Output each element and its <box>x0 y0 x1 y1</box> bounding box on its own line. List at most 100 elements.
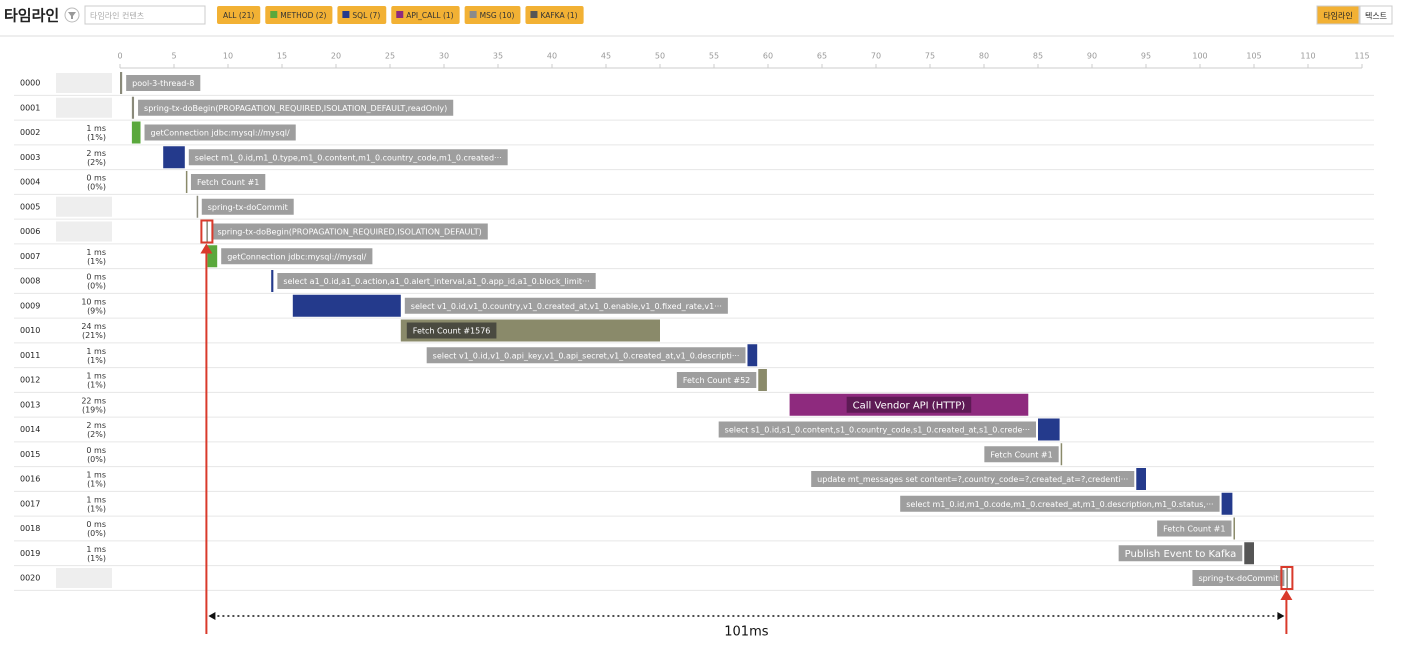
duration: 1 ms <box>86 545 106 554</box>
row-id: 0003 <box>20 153 40 162</box>
span-label-box <box>1118 545 1243 562</box>
filter-chip[interactable] <box>265 6 333 24</box>
row-id: 0018 <box>20 524 40 533</box>
duration: 24 ms <box>81 322 106 331</box>
filter-label: METHOD (2) <box>280 11 326 20</box>
span-bar[interactable] <box>1286 567 1288 589</box>
duration: 0 ms <box>86 446 106 455</box>
x-tick-label: 90 <box>1087 52 1097 61</box>
row-id: 0000 <box>20 79 40 88</box>
span-bar[interactable] <box>1060 443 1063 466</box>
duration-percent: (1%) <box>87 133 106 142</box>
arrow-head <box>1280 590 1293 600</box>
view-tab[interactable] <box>1316 5 1360 25</box>
span-label-box <box>676 372 757 388</box>
filter-chip[interactable] <box>525 6 584 24</box>
row-id: 0005 <box>20 202 40 211</box>
duration-cell <box>56 73 112 93</box>
row-id: 0001 <box>20 103 40 112</box>
span-bar[interactable] <box>196 195 199 218</box>
filter-chip[interactable] <box>391 6 460 24</box>
duration-percent: (2%) <box>87 158 106 167</box>
span-bar[interactable] <box>758 369 767 391</box>
span-label: select m1_0.id,m1_0.code,m1_0.created_at… <box>906 500 1213 509</box>
span-bar[interactable] <box>271 270 274 292</box>
duration: 2 ms <box>86 421 106 430</box>
span-label: select s1_0.id,s1_0.content,s1_0.country… <box>725 426 1030 435</box>
measure-head-left <box>208 612 216 620</box>
x-tick-label: 15 <box>277 52 287 61</box>
row-id: 0006 <box>20 227 40 236</box>
search-input[interactable] <box>84 5 206 25</box>
span-bar[interactable] <box>1244 542 1254 565</box>
duration-percent: (1%) <box>87 554 106 563</box>
duration-cell <box>56 196 112 217</box>
x-tick-label: 100 <box>1192 52 1207 61</box>
span-label: Fetch Count #1 <box>197 178 259 187</box>
duration: 0 ms <box>86 520 106 529</box>
duration-percent: (1%) <box>87 381 106 390</box>
span-bar[interactable] <box>207 245 218 268</box>
span-bar[interactable] <box>120 72 123 94</box>
duration-percent: (2%) <box>87 430 106 439</box>
row-id: 0010 <box>20 326 40 335</box>
highlight-box <box>1280 566 1294 590</box>
x-tick-label: 5 <box>171 52 176 61</box>
duration-cell <box>56 568 112 588</box>
span-bar[interactable] <box>131 96 135 119</box>
row-id: 0009 <box>20 301 40 310</box>
title: 타임라인 <box>4 7 59 25</box>
row-id: 0002 <box>20 128 40 137</box>
span-label: select v1_0.id,v1_0.country,v1_0.created… <box>411 302 722 311</box>
span-label-box <box>846 396 972 413</box>
x-tick-label: 110 <box>1300 52 1315 61</box>
span-bar[interactable] <box>163 146 185 169</box>
row-id: 0016 <box>20 475 40 484</box>
x-tick-label: 0 <box>117 52 122 61</box>
duration-cell <box>56 122 112 143</box>
span-bar[interactable] <box>185 171 188 193</box>
duration-percent: (21%) <box>82 331 106 340</box>
row-id: 0015 <box>20 450 40 459</box>
span-bar[interactable] <box>1038 418 1060 441</box>
span-bar[interactable] <box>131 121 141 144</box>
duration-cell <box>56 97 112 118</box>
filter-label: API_CALL (1) <box>406 11 453 20</box>
x-tick-label: 105 <box>1246 52 1261 61</box>
span-bar[interactable] <box>1136 468 1146 490</box>
span-bar[interactable] <box>206 220 208 243</box>
span-label: spring-tx-doBegin(PROPAGATION_REQUIRED,I… <box>144 104 447 113</box>
duration-percent: (1%) <box>87 356 106 365</box>
row-id: 0019 <box>20 549 40 558</box>
x-tick-label: 40 <box>547 52 557 61</box>
duration-cell <box>56 444 112 465</box>
span-bar[interactable] <box>747 344 758 367</box>
filter-swatch <box>469 11 477 18</box>
search-placeholder: 타임라인 컨텐츠 <box>90 11 144 21</box>
duration: 0 ms <box>86 174 106 183</box>
span-label-box <box>406 322 497 339</box>
x-tick-label: 65 <box>817 52 827 61</box>
filter-chip[interactable] <box>464 6 521 24</box>
duration-cell <box>56 370 112 390</box>
span-bar[interactable] <box>292 294 401 317</box>
view-tab-label: 타임라인 <box>1323 11 1352 21</box>
duration: 1 ms <box>86 347 106 356</box>
duration: 0 ms <box>86 273 106 282</box>
filter-swatch <box>342 11 350 18</box>
x-tick-label: 115 <box>1354 52 1369 61</box>
duration: 1 ms <box>86 248 106 257</box>
span-label-box <box>211 223 488 240</box>
duration-percent: (19%) <box>82 405 106 414</box>
filter-label: SQL (7) <box>352 11 380 20</box>
filter-label: ALL (21) <box>223 11 254 20</box>
duration: 22 ms <box>81 396 106 405</box>
filter-chip[interactable] <box>217 6 261 24</box>
row-id: 0014 <box>20 425 40 434</box>
span-bar[interactable] <box>1233 517 1235 540</box>
view-tab[interactable] <box>1359 5 1393 25</box>
span-bar[interactable] <box>1221 492 1233 515</box>
filter-chip[interactable] <box>337 6 387 24</box>
x-tick-label: 20 <box>331 52 341 61</box>
duration: 2 ms <box>86 149 106 158</box>
